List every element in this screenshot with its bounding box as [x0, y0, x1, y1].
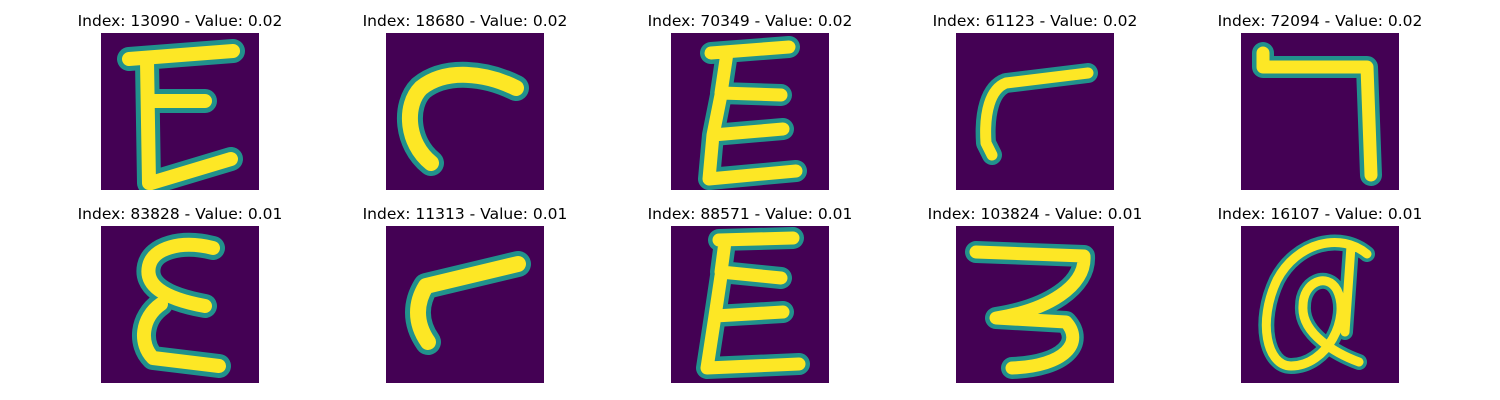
image-panel-5: Index: 72094 - Value: 0.02	[1160, 12, 1480, 202]
handwritten-glyph	[396, 61, 529, 176]
digit-image	[671, 33, 829, 190]
handwritten-glyph	[117, 39, 245, 190]
image-panel-10: Index: 16107 - Value: 0.01	[1160, 205, 1480, 395]
digit-image	[1241, 33, 1399, 190]
handwritten-glyph	[975, 63, 1098, 165]
handwritten-glyph	[696, 227, 810, 379]
image-panel-7: Index: 11313 - Value: 0.01	[305, 205, 625, 395]
panel-title: Index: 83828 - Value: 0.01	[77, 205, 283, 223]
panel-title: Index: 11313 - Value: 0.01	[362, 205, 568, 223]
panel-title: Index: 72094 - Value: 0.02	[1217, 12, 1423, 30]
image-panel-9: Index: 103824 - Value: 0.01	[875, 205, 1195, 395]
panel-title: Index: 61123 - Value: 0.02	[932, 12, 1138, 30]
handwritten-glyph	[132, 232, 231, 378]
panel-title: Index: 88571 - Value: 0.01	[647, 205, 853, 223]
digit-image	[956, 226, 1114, 383]
handwritten-glyph	[965, 241, 1095, 379]
image-panel-1: Index: 13090 - Value: 0.02	[20, 12, 340, 202]
digit-image	[671, 226, 829, 383]
digit-image	[386, 226, 544, 383]
image-panel-6: Index: 83828 - Value: 0.01	[20, 205, 340, 395]
panel-title: Index: 18680 - Value: 0.02	[362, 12, 568, 30]
digit-image	[956, 33, 1114, 190]
panel-title: Index: 103824 - Value: 0.01	[927, 205, 1143, 223]
image-panel-4: Index: 61123 - Value: 0.02	[875, 12, 1195, 202]
image-panel-3: Index: 70349 - Value: 0.02	[590, 12, 910, 202]
panel-title: Index: 13090 - Value: 0.02	[77, 12, 283, 30]
digit-image	[101, 33, 259, 190]
handwritten-glyph	[1252, 42, 1382, 186]
handwritten-glyph	[698, 36, 807, 190]
handwritten-glyph	[405, 251, 531, 355]
image-panel-2: Index: 18680 - Value: 0.02	[305, 12, 625, 202]
handwritten-glyph	[1258, 234, 1375, 374]
digit-image	[1241, 226, 1399, 383]
panel-title: Index: 70349 - Value: 0.02	[647, 12, 853, 30]
digit-image	[386, 33, 544, 190]
digit-image	[101, 226, 259, 383]
panel-title: Index: 16107 - Value: 0.01	[1217, 205, 1423, 223]
image-panel-8: Index: 88571 - Value: 0.01	[590, 205, 910, 395]
